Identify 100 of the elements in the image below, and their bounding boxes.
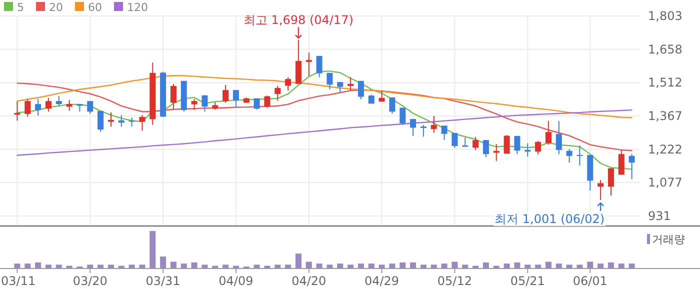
bar [222, 264, 229, 268]
candlestick [139, 114, 146, 132]
candlestick [430, 116, 437, 134]
bar [337, 264, 344, 268]
legend-label: 5 [17, 1, 24, 14]
bar [441, 264, 448, 268]
bar [326, 264, 333, 268]
bar [482, 262, 489, 268]
candlestick [66, 99, 72, 112]
bar [420, 264, 426, 268]
candlestick [285, 76, 292, 92]
x-tick-label: 04/09 [218, 274, 254, 288]
bar [545, 262, 552, 268]
x-tick-label: 04/20 [292, 274, 326, 288]
bar [598, 264, 604, 268]
candlestick [14, 101, 20, 122]
candlestick [400, 107, 406, 126]
legend-label: 거래량 [652, 233, 685, 246]
x-tick-label: 03/11 [1, 274, 36, 288]
candlestick [410, 118, 416, 136]
x-tick-label: 03/31 [146, 274, 180, 288]
candlestick [35, 98, 42, 116]
candlestick [452, 132, 458, 148]
y-tick-label: 931 [648, 209, 671, 223]
bar [128, 264, 135, 268]
bar [254, 264, 260, 268]
bar [410, 262, 416, 268]
candlestick [441, 125, 448, 141]
candlestick [202, 94, 208, 112]
bar [87, 264, 94, 268]
bar [618, 264, 624, 268]
x-tick-label: 06/01 [572, 274, 608, 288]
y-tick-label: 1,803 [648, 9, 682, 23]
candlestick [472, 136, 479, 150]
candlestick [482, 140, 489, 158]
bar [556, 264, 562, 268]
candlestick [535, 140, 542, 155]
candlestick [222, 84, 229, 104]
bar [524, 264, 531, 268]
bar [139, 264, 146, 268]
annotation: 최저 1,001 (06/02) [494, 212, 605, 226]
bar [108, 264, 114, 268]
candlestick [566, 148, 572, 164]
bar [608, 262, 614, 268]
candlestick [556, 120, 562, 155]
bar [35, 262, 42, 268]
bar [202, 264, 208, 268]
bar [45, 264, 52, 268]
bar [285, 264, 292, 268]
candlestick [504, 134, 510, 154]
bar [628, 264, 635, 268]
bar [274, 264, 281, 268]
bar [160, 256, 166, 268]
bar [150, 231, 156, 268]
x-tick-label: 05/12 [437, 274, 472, 288]
bar [576, 264, 583, 268]
y-tick-label: 1,512 [648, 76, 682, 90]
candlestick [264, 95, 270, 108]
x-tick-label: 03/20 [72, 274, 108, 288]
candlestick [389, 96, 396, 114]
y-tick-label: 1,222 [648, 142, 682, 156]
bar [587, 262, 594, 268]
bar [389, 264, 396, 268]
bar [368, 264, 374, 268]
y-tick-label: 1,658 [648, 42, 682, 56]
bar [191, 262, 198, 268]
bar [462, 264, 468, 268]
bar [430, 264, 437, 268]
candlestick [98, 110, 104, 132]
bar [98, 264, 104, 268]
bar [452, 262, 458, 268]
line-series [16, 109, 632, 156]
bar [566, 264, 572, 268]
bar [504, 264, 510, 268]
bar [180, 264, 187, 268]
candlestick [337, 82, 344, 94]
x-tick-label: 05/21 [510, 274, 545, 288]
bar [514, 262, 520, 268]
legend-label: 20 [49, 1, 63, 14]
bar [378, 264, 385, 268]
candlestick [514, 135, 520, 155]
annotation: 최고 1,698 (04/17) [243, 13, 354, 28]
x-tick-label: 04/29 [364, 274, 400, 288]
candlestick [628, 154, 635, 180]
bar [306, 262, 312, 268]
candlestick [274, 85, 281, 102]
candlestick [326, 72, 333, 90]
candlestick [56, 96, 62, 106]
legend-label: 120 [127, 1, 148, 14]
bar [295, 254, 302, 268]
candlestick [24, 98, 31, 118]
bar [316, 264, 322, 268]
candlestick [170, 83, 176, 110]
candlestick [608, 168, 614, 196]
candlestick [306, 52, 312, 77]
candlestick [232, 90, 239, 108]
candlestick [191, 98, 198, 111]
candlestick [316, 55, 322, 78]
bar [535, 264, 542, 268]
bar [24, 264, 31, 268]
